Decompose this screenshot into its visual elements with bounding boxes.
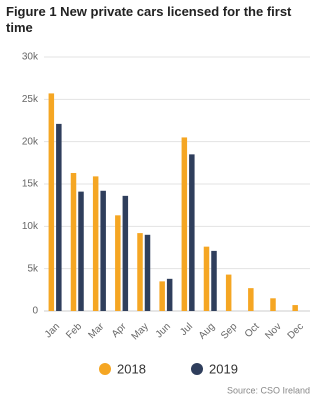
y-tick-label: 20k: [22, 136, 39, 147]
legend-marker: [191, 363, 203, 375]
x-tick-label: Jan: [43, 321, 62, 340]
legend-label: 2019: [209, 361, 238, 376]
x-tick-label: May: [130, 321, 151, 342]
y-tick-label: 25k: [22, 94, 39, 105]
bar: [48, 93, 55, 311]
bar: [159, 281, 165, 311]
x-tick-label: Feb: [64, 321, 84, 341]
bar: [211, 250, 217, 311]
bar: [100, 190, 106, 311]
x-tick-label: Jun: [154, 321, 173, 340]
bar: [92, 176, 99, 311]
y-tick-label: 0: [32, 306, 38, 317]
bar: [181, 137, 188, 311]
chart-title: Figure 1 New private cars licensed for t…: [6, 4, 292, 35]
bar: [122, 195, 129, 311]
bar: [144, 234, 151, 311]
legend-label: 2018: [117, 361, 146, 376]
x-tick-label: Apr: [110, 321, 129, 340]
bar: [248, 288, 254, 311]
x-tick-label: Sep: [219, 321, 240, 342]
bar: [292, 305, 298, 311]
bar: [70, 172, 77, 311]
x-tick-label: Oct: [243, 321, 262, 340]
source: Source: CSO Ireland: [227, 385, 310, 395]
legend-marker: [99, 363, 111, 375]
bar: [115, 215, 121, 311]
bar: [225, 274, 232, 311]
y-tick-label: 10k: [22, 221, 39, 232]
y-tick-label: 5k: [27, 263, 39, 274]
x-tick-label: Aug: [197, 321, 217, 341]
bar: [78, 191, 84, 311]
x-tick-label: Jul: [178, 321, 195, 338]
bar: [56, 123, 62, 312]
y-tick-label: 30k: [22, 52, 39, 63]
x-tick-label: Dec: [286, 321, 306, 341]
bar: [189, 154, 195, 311]
bar: [270, 298, 276, 311]
x-tick-label: Mar: [86, 321, 106, 341]
bar: [137, 233, 143, 311]
x-tick-label: Nov: [263, 321, 283, 341]
bar: [166, 278, 173, 311]
y-tick-label: 15k: [22, 179, 39, 190]
bar: [203, 246, 210, 311]
